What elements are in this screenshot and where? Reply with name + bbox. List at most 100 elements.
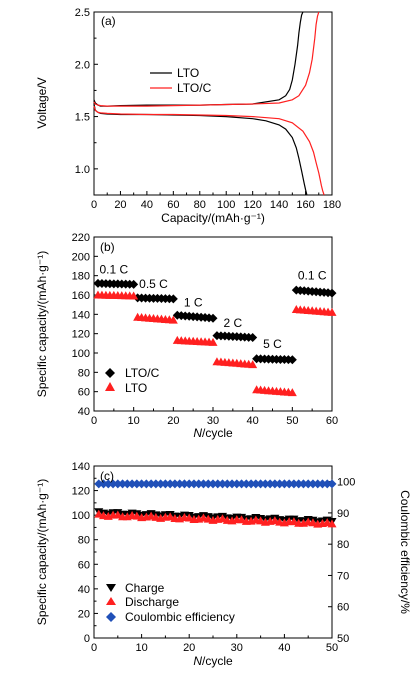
panel-a-curves <box>93 11 325 196</box>
coulombic-efficiency-point <box>260 479 270 489</box>
lto-point <box>327 307 337 316</box>
x-tick-label: 20 <box>114 199 126 211</box>
discharge-point <box>327 519 337 528</box>
y-tick-label: 40 <box>78 406 90 418</box>
y-tick-label: 2.0 <box>75 59 90 71</box>
coulombic-efficiency-point <box>232 479 242 489</box>
coulombic-efficiency-point <box>265 479 275 489</box>
rate-label: 1 C <box>184 296 203 310</box>
y-tick-label: 1.0 <box>75 164 90 176</box>
coulombic-efficiency-point <box>127 479 137 489</box>
x-tick-label: 0 <box>91 199 97 211</box>
coulombic-efficiency-point <box>246 479 256 489</box>
coulombic-efficiency-point <box>160 479 170 489</box>
coulombic-efficiency-point <box>313 479 323 489</box>
legend-marker-discharge <box>106 597 116 605</box>
legend-marker-lto <box>105 382 115 391</box>
coulombic-efficiency-point <box>137 479 147 489</box>
panel-c-legend: Charge Discharge Coulombic efficiency <box>106 581 235 624</box>
lto-c-point <box>129 279 139 289</box>
y-tick-label: 0 <box>84 633 90 645</box>
coulombic-efficiency-point <box>108 479 118 489</box>
x-tick-label: 0 <box>91 642 97 654</box>
y-tick-label: 60 <box>78 559 90 571</box>
panel-a-x-axis-title: Capacity/(mAh·g⁻¹) <box>161 211 265 225</box>
panel-b-legend: LTO/C LTO <box>105 366 160 395</box>
legend-label-coulombic-efficiency: Coulombic efficiency <box>125 610 235 624</box>
panel-b-x-axis-title: N/cycle <box>193 426 233 440</box>
panel-c-markers <box>94 479 337 528</box>
legend-label-lto-c: LTO/C <box>177 81 212 95</box>
x-tick-label: 0 <box>91 415 97 427</box>
y-tick-label: 140 <box>72 461 90 473</box>
x-tick-label: 120 <box>243 199 261 211</box>
y-tick-label: 100 <box>72 510 90 522</box>
y-tick-label: 180 <box>72 271 90 283</box>
lto-point <box>208 337 218 346</box>
panel-a-label: (a) <box>101 14 116 28</box>
right-y-tick-label: 70 <box>337 570 349 582</box>
coulombic-efficiency-point <box>275 479 285 489</box>
coulombic-efficiency-point <box>194 479 204 489</box>
coulombic-efficiency-point <box>203 479 213 489</box>
coulombic-efficiency-point <box>179 479 189 489</box>
x-tick-label: 100 <box>217 199 235 211</box>
coulombic-efficiency-point <box>218 479 228 489</box>
panel-c-x-axis-title: N/cycle <box>193 654 233 668</box>
coulombic-efficiency-point <box>113 479 123 489</box>
y-tick-label: 20 <box>78 608 90 620</box>
legend-marker-charge <box>106 584 116 592</box>
right-y-tick-label: 50 <box>337 633 349 645</box>
y-tick-label: 120 <box>72 486 90 498</box>
panel-a-plot-frame <box>93 11 333 196</box>
legend-marker-coulombic-efficiency <box>106 612 116 622</box>
rate-label: 0.1 C <box>99 263 128 277</box>
right-y-tick-label: 100 <box>337 477 355 489</box>
coulombic-efficiency-point <box>227 479 237 489</box>
panel-a-legend: LTO LTO/C <box>150 66 212 95</box>
coulombic-efficiency-point <box>308 479 318 489</box>
x-tick-label: 40 <box>141 199 153 211</box>
lto-c-discharge-curve <box>93 105 325 196</box>
coulombic-efficiency-point <box>270 479 280 489</box>
y-tick-label: 1.5 <box>75 112 90 124</box>
coulombic-efficiency-point <box>141 479 151 489</box>
x-tick-label: 20 <box>183 642 195 654</box>
x-tick-label: 50 <box>286 415 298 427</box>
coulombic-efficiency-point <box>251 479 261 489</box>
coulombic-efficiency-point <box>256 479 266 489</box>
x-tick-label: 50 <box>326 642 338 654</box>
rate-label: 0.5 C <box>139 277 168 291</box>
y-tick-label: 160 <box>72 290 90 302</box>
x-tick-label: 30 <box>231 642 243 654</box>
coulombic-efficiency-point <box>198 479 208 489</box>
panel-c-axis-ticks: 0 10 20 30 40 50 0 20 40 60 80 100 120 140 50 60 70 80 90 1… <box>72 461 356 654</box>
coulombic-efficiency-point <box>146 479 156 489</box>
lto-point <box>129 291 139 300</box>
lto-c-point <box>208 313 218 323</box>
rate-label: 2 C <box>223 316 242 330</box>
x-tick-label: 160 <box>296 199 314 211</box>
lto-c-point <box>327 288 337 298</box>
rate-label: 0.1 C <box>298 269 327 283</box>
discharge-point <box>237 515 247 524</box>
coulombic-efficiency-point <box>213 479 223 489</box>
coulombic-efficiency-point <box>208 479 218 489</box>
coulombic-efficiency-point <box>118 479 128 489</box>
x-tick-label: 140 <box>270 199 288 211</box>
panel-a-voltage-profile: 0 20 40 60 80 100 120 140 160 180 1.0 1.5 2.0 2.5 (a)… <box>35 7 341 225</box>
x-tick-label: 40 <box>278 642 290 654</box>
coulombic-efficiency-point <box>189 479 199 489</box>
panel-c-x-axis-title-rest: /cycle <box>202 654 233 668</box>
coulombic-efficiency-point <box>156 479 166 489</box>
coulombic-efficiency-point <box>165 479 175 489</box>
coulombic-efficiency-point <box>184 479 194 489</box>
panel-c-y-axis-title: Specific capacity/(mAh·g⁻¹) <box>35 479 49 625</box>
panel-b-rate-capability: 0 10 20 30 40 50 60 40 60 80 100 120 140 160 180 200 220… <box>35 232 338 440</box>
y-tick-label: 140 <box>72 309 90 321</box>
coulombic-efficiency-point <box>103 479 113 489</box>
right-y-tick-label: 80 <box>337 539 349 551</box>
panel-b-y-axis-title: Specific capacity/(mAh·g⁻¹) <box>35 251 49 397</box>
coulombic-efficiency-point <box>241 479 251 489</box>
